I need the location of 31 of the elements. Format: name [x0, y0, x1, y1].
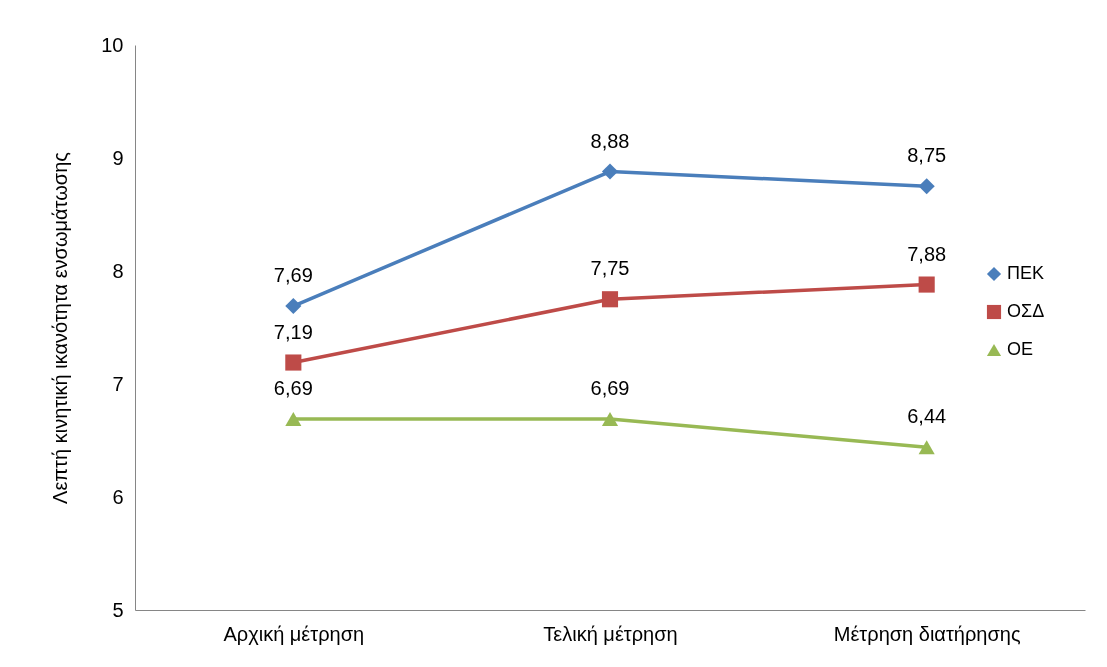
- y-tick-label: 7: [112, 372, 124, 395]
- data-label: 7,75: [590, 257, 630, 280]
- y-tick-label: 6: [112, 485, 124, 508]
- y-tick-label: 9: [112, 146, 124, 169]
- legend-label: ΟΣΔ: [1007, 301, 1045, 321]
- point: [918, 440, 935, 455]
- data-label: 7,88: [907, 242, 947, 265]
- y-tick-label: 5: [112, 598, 124, 621]
- point: [601, 163, 619, 180]
- point: [601, 412, 619, 427]
- data-label: 8,75: [907, 144, 947, 167]
- point: [285, 412, 302, 427]
- data-label: 7,69: [273, 264, 313, 287]
- x-tick-label: Αρχική μέτρηση: [223, 622, 365, 645]
- y-axis-title: Λεπτή κινητική ικανότητα ενσωμάτωσης: [49, 151, 72, 504]
- x-tick-label: Τελική μέτρηση: [543, 622, 678, 645]
- legend-label: ΠΕΚ: [1007, 263, 1045, 283]
- point: [918, 276, 935, 293]
- point: [601, 291, 619, 308]
- data-label: 6,44: [907, 405, 947, 428]
- data-label: 8,88: [590, 129, 630, 152]
- data-label: 7,19: [273, 320, 313, 343]
- point: [918, 178, 935, 195]
- point: [285, 354, 302, 371]
- data-label: 6,69: [590, 377, 630, 400]
- y-tick-label: 10: [101, 33, 124, 56]
- x-tick-label: Μέτρηση διατήρησης: [833, 622, 1021, 645]
- legend-label: ΟΕ: [1007, 339, 1034, 359]
- data-label: 6,69: [273, 377, 313, 400]
- point: [285, 297, 302, 315]
- y-tick-label: 8: [112, 259, 124, 282]
